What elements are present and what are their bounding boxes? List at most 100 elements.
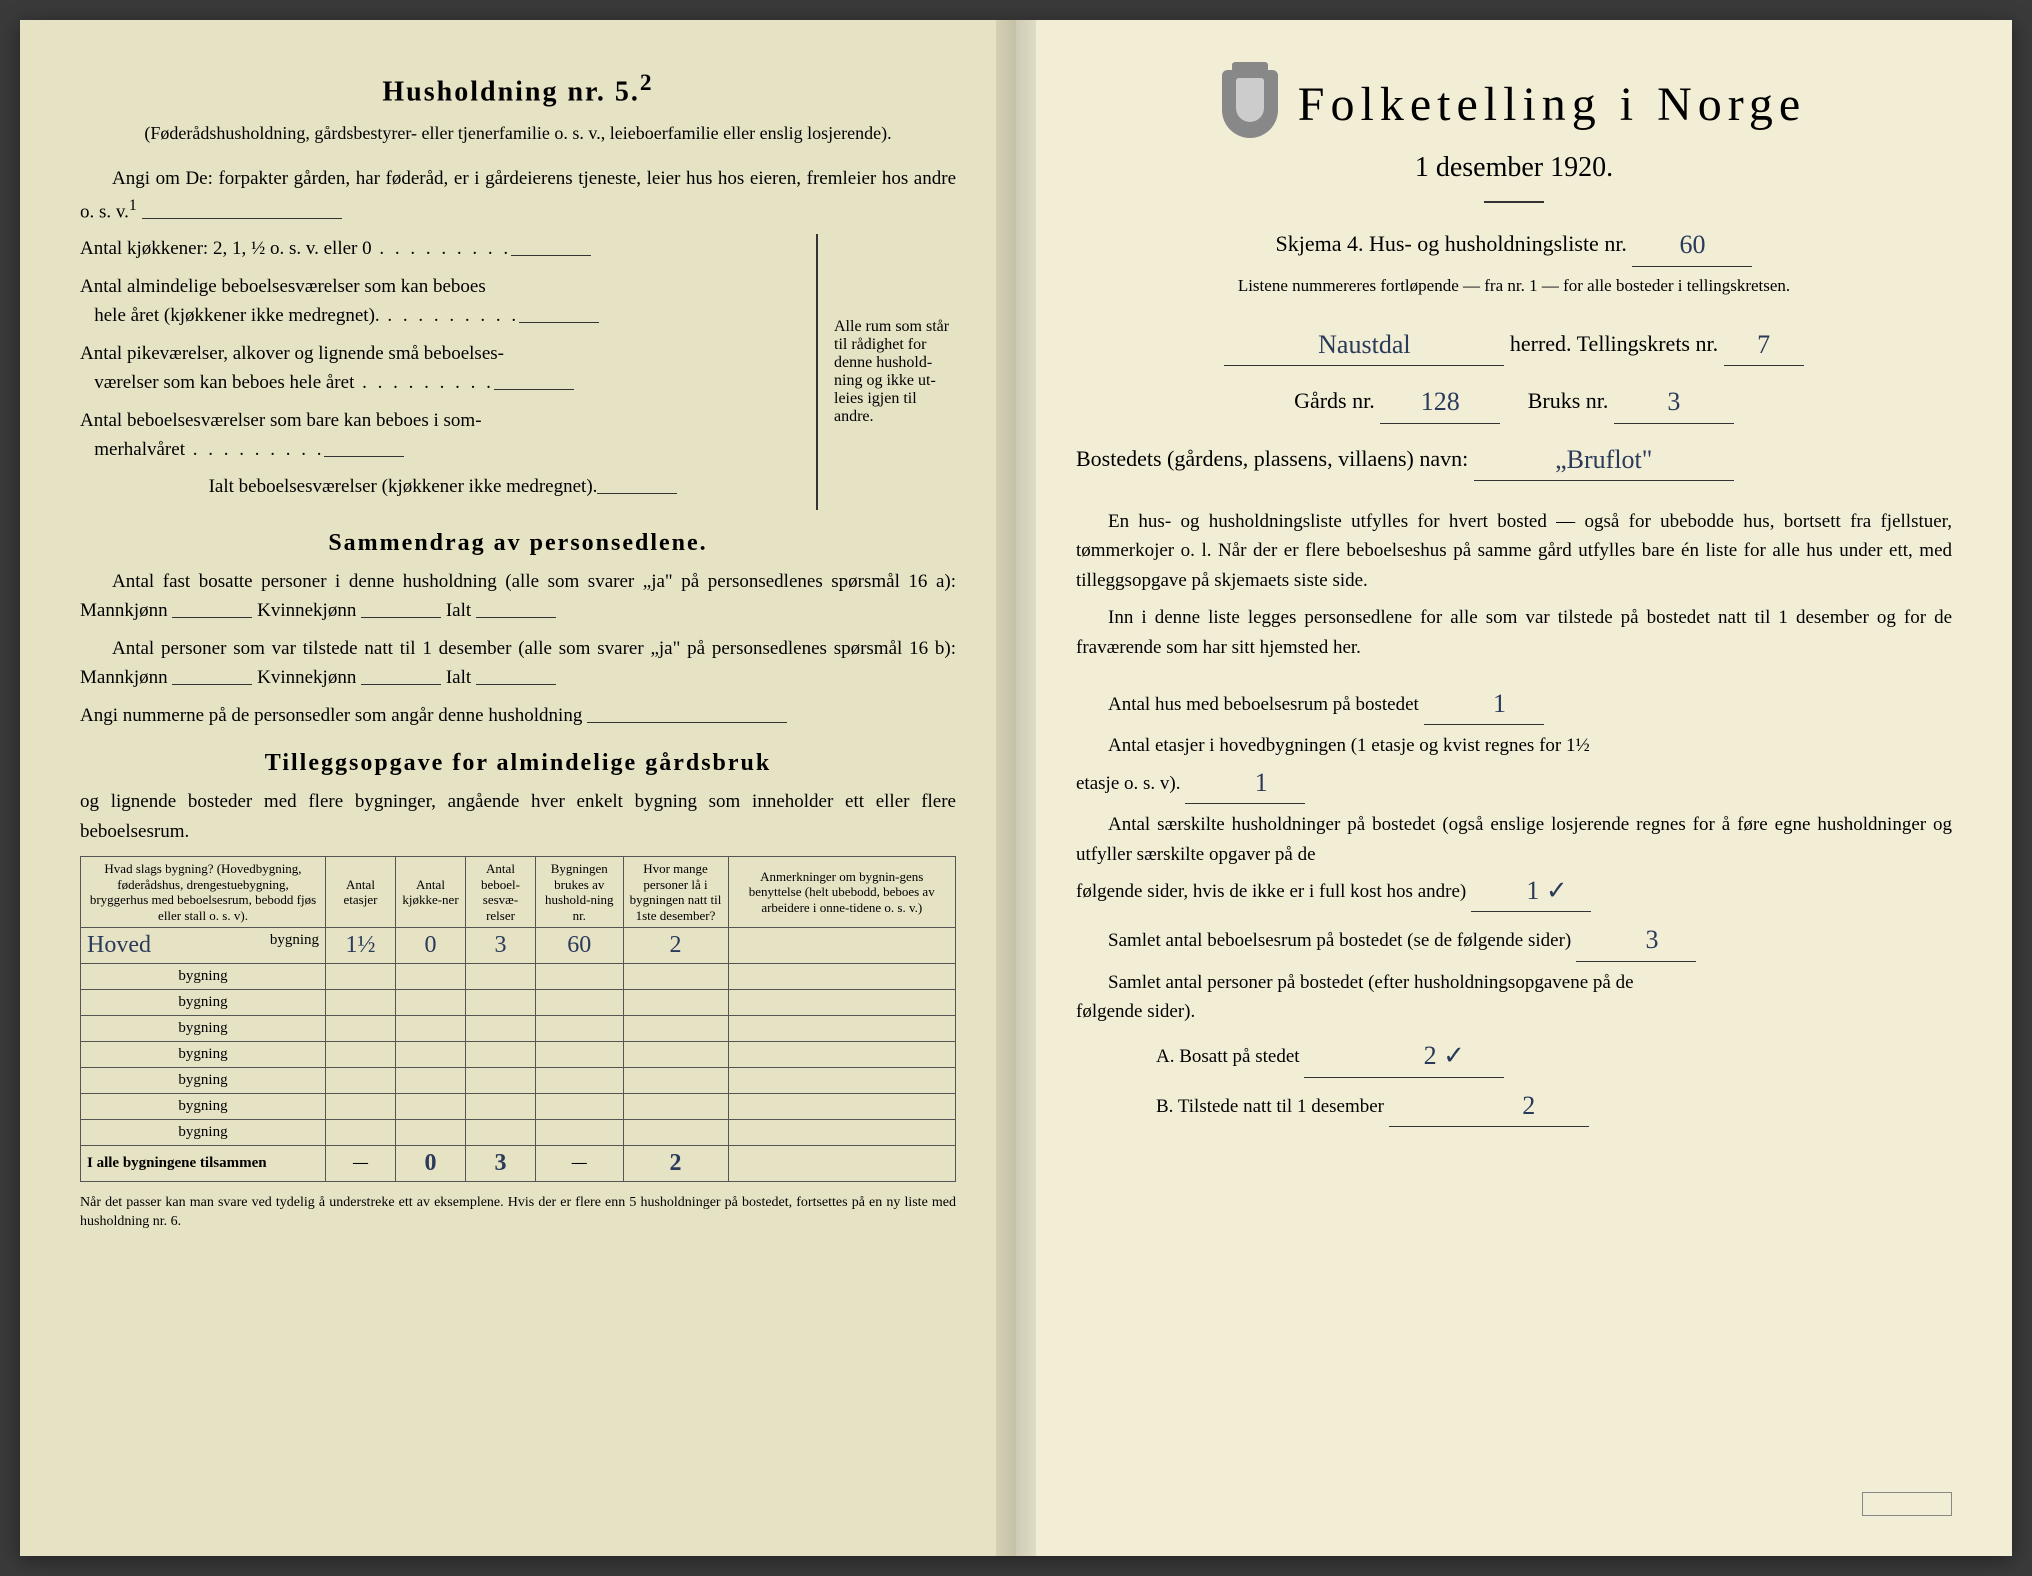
census-document: Husholdning nr. 5.2 (Føderådshusholdning… xyxy=(20,20,2012,1556)
mann-blank xyxy=(172,617,252,618)
qA-line: A. Bosatt på stedet 2 ✓ xyxy=(1076,1034,1952,1075)
nummerne-blank xyxy=(587,722,787,723)
liste-nr-value: 60 xyxy=(1632,225,1752,266)
q5b-label: følgende sider). xyxy=(1076,1001,1195,1022)
skjema-line: Skjema 4. Hus- og husholdningsliste nr. … xyxy=(1076,223,1952,264)
total-husholdning: — xyxy=(536,1146,624,1182)
cell-personer: 2 xyxy=(623,928,728,964)
kvinne-label2: Kvinnekjønn xyxy=(257,667,356,688)
q2-line: Antal etasjer i hovedbygningen (1 etasje… xyxy=(1076,731,1952,802)
bygning-label: bygning xyxy=(81,990,326,1016)
dots xyxy=(185,439,325,460)
q1-line: Antal hus med beboelsesrum på bostedet 1 xyxy=(1076,682,1952,723)
ialt-label2: Ialt xyxy=(446,667,471,688)
q1-label: Antal hus med beboelsesrum på bostedet xyxy=(1108,694,1419,715)
total-personer: 2 xyxy=(623,1146,728,1182)
th-etasjer: Antal etasjer xyxy=(326,856,396,927)
q5-line: Samlet antal personer på bostedet (efter… xyxy=(1076,968,1952,1027)
ialt-blank3 xyxy=(476,684,556,685)
ialt-label: Ialt xyxy=(446,600,471,621)
alm-blank xyxy=(519,322,599,323)
gards-line: Gårds nr. 128 Bruks nr. 3 xyxy=(1076,380,1952,421)
sommer-text1: Antal beboelsesværelser som bare kan beb… xyxy=(80,410,482,431)
qA-label: A. Bosatt på stedet xyxy=(1156,1046,1300,1067)
table-row: bygning xyxy=(81,1042,956,1068)
q2-value: 1 xyxy=(1185,763,1305,804)
angi-text: Angi om De: forpakter gården, har føderå… xyxy=(80,164,956,226)
kjokken-blank xyxy=(511,255,591,256)
cell-anmerk xyxy=(728,928,956,964)
bruks-label: Bruks nr. xyxy=(1528,388,1609,413)
table-header-row: Hvad slags bygning? (Hovedbygning, føder… xyxy=(81,856,956,927)
ialt-text: Ialt beboelsesværelser (kjøkkener ikke m… xyxy=(209,476,598,497)
q3a-label: Antal særskilte husholdninger på bostede… xyxy=(1076,814,1952,864)
q2b-label: etasje o. s. v). xyxy=(1076,773,1180,794)
alm-line: Antal almindelige beboelsesværelser som … xyxy=(80,272,806,331)
household-heading-text: Husholdning nr. 5. xyxy=(382,76,640,107)
table-row: bygning xyxy=(81,1068,956,1094)
pike-text2: værelser som kan beboes hele året xyxy=(94,372,354,393)
household-heading: Husholdning nr. 5.2 xyxy=(80,70,956,108)
cell-kjokkener: 0 xyxy=(396,928,466,964)
table-row: bygning xyxy=(81,1016,956,1042)
household-heading-sup: 2 xyxy=(640,70,654,96)
th-type: Hvad slags bygning? (Hovedbygning, føder… xyxy=(81,856,326,927)
angi-line1: Angi om De: forpakter gården, har føderå… xyxy=(112,168,641,189)
total-kjokkener: 0 xyxy=(396,1146,466,1182)
rooms-list: Antal kjøkkener: 2, 1, ½ o. s. v. eller … xyxy=(80,234,806,510)
nummereres-note: Listene nummereres fortløpende — fra nr.… xyxy=(1076,273,1952,299)
bosted-label: Bostedets (gårdens, plassens, villaens) … xyxy=(1076,446,1468,471)
bruks-value: 3 xyxy=(1614,382,1734,423)
angi-blank xyxy=(142,218,342,219)
kjokken-line: Antal kjøkkener: 2, 1, ½ o. s. v. eller … xyxy=(80,234,806,263)
q3-value: 1 ✓ xyxy=(1471,871,1591,912)
sammen-p2-text: Antal personer som var tilstede natt til… xyxy=(80,638,956,688)
alm-text1: Antal almindelige beboelsesværelser som … xyxy=(80,276,486,297)
ialt-blank xyxy=(597,493,677,494)
kvinne-blank xyxy=(361,617,441,618)
right-header: Folketelling i Norge xyxy=(1076,70,1952,138)
pike-line: Antal pikeværelser, alkover og lignende … xyxy=(80,339,806,398)
table-row: bygning xyxy=(81,964,956,990)
cell-etasjer: 1½ xyxy=(326,928,396,964)
total-label: I alle bygningene tilsammen xyxy=(81,1146,326,1182)
right-page: Folketelling i Norge 1 desember 1920. Sk… xyxy=(1016,20,2012,1556)
page-spine xyxy=(996,20,1036,1556)
cell-type: Hoved bygning xyxy=(81,928,326,964)
herred-line: Naustdal herred. Tellingskrets nr. 7 xyxy=(1076,323,1952,364)
total-beboelses: 3 xyxy=(466,1146,536,1182)
tellingskrets-value: 7 xyxy=(1724,325,1804,366)
qA-value: 2 ✓ xyxy=(1304,1036,1504,1077)
sammendrag-heading: Sammendrag av personsedlene. xyxy=(80,530,956,557)
kvinne-label: Kvinnekjønn xyxy=(257,600,356,621)
angi-sup: 1 xyxy=(129,197,137,214)
para1: En hus- og husholdningsliste utfylles fo… xyxy=(1076,507,1952,595)
dots xyxy=(372,238,512,259)
dots xyxy=(354,372,494,393)
herred-value: Naustdal xyxy=(1224,325,1504,366)
bosted-value: „Bruflot" xyxy=(1474,440,1734,481)
gards-value: 128 xyxy=(1380,382,1500,423)
q5a-label: Samlet antal personer på bostedet (efter… xyxy=(1108,972,1634,993)
sommer-blank xyxy=(324,456,404,457)
bygning-label: bygning xyxy=(81,1042,326,1068)
census-title: Folketelling i Norge xyxy=(1298,77,1806,132)
th-kjokkener: Antal kjøkke-ner xyxy=(396,856,466,927)
dots xyxy=(380,305,520,326)
th-beboelses: Antal beboel-sesvæ-relser xyxy=(466,856,536,927)
tillegg-heading: Tilleggsopgave for almindelige gårdsbruk xyxy=(80,750,956,777)
bygning-label: bygning xyxy=(81,1016,326,1042)
sammen-p2: Antal personer som var tilstede natt til… xyxy=(80,634,956,693)
mann-blank2 xyxy=(172,684,252,685)
alm-text2: hele året (kjøkkener ikke medregnet). xyxy=(94,305,379,326)
left-footnote: Når det passer kan man svare ved tydelig… xyxy=(80,1194,956,1230)
hoved-hand: Hoved xyxy=(87,932,151,958)
rooms-bracket-section: Antal kjøkkener: 2, 1, ½ o. s. v. eller … xyxy=(80,234,956,510)
bygning-suffix: bygning xyxy=(270,932,319,949)
q2a-label: Antal etasjer i hovedbygningen (1 etasje… xyxy=(1108,735,1590,756)
coat-of-arms-icon xyxy=(1222,70,1278,138)
bygning-label: bygning xyxy=(81,1120,326,1146)
left-page: Husholdning nr. 5.2 (Føderådshusholdning… xyxy=(20,20,1016,1556)
separator xyxy=(1484,201,1544,203)
skjema-label: Skjema 4. Hus- og husholdningsliste nr. xyxy=(1276,231,1627,256)
